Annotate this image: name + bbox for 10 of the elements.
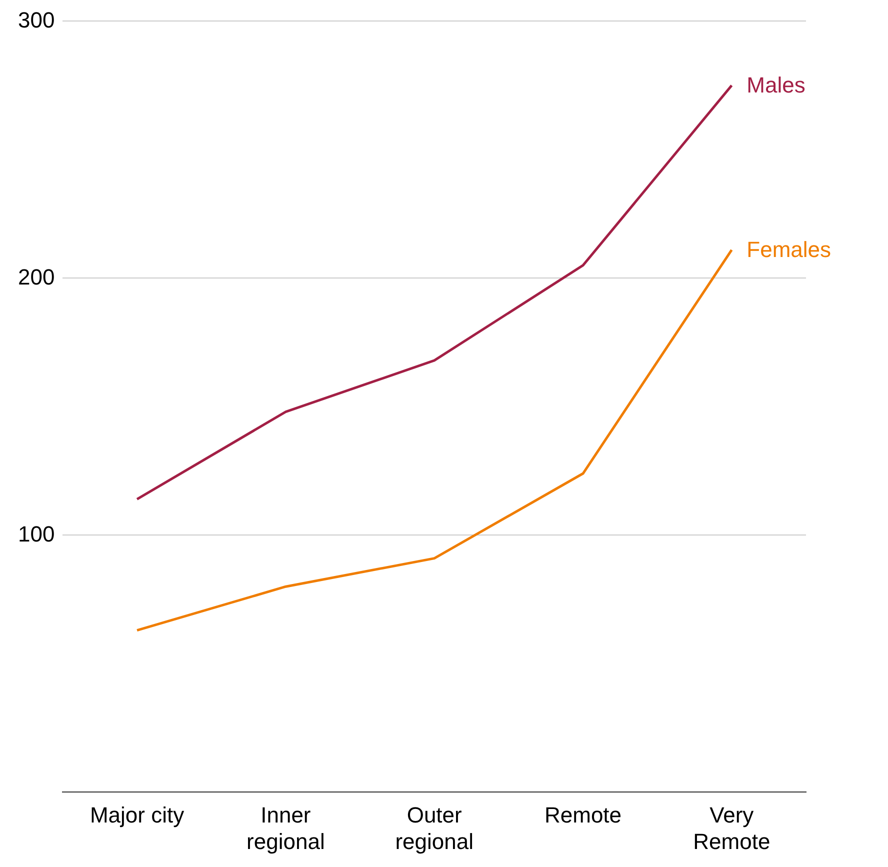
series-label: Males <box>746 72 806 98</box>
x-tick-label: Major city <box>90 802 184 828</box>
x-tick-label: Outer regional <box>395 802 474 854</box>
y-tick-label: 200 <box>18 264 55 290</box>
y-tick-label: 100 <box>18 521 55 546</box>
x-tick-label: Inner regional <box>246 802 325 854</box>
x-tick-label: Remote <box>544 802 622 828</box>
series-label: Females <box>746 236 832 262</box>
y-tick-label: 300 <box>18 7 55 32</box>
x-tick-label: Very Remote <box>693 802 770 854</box>
